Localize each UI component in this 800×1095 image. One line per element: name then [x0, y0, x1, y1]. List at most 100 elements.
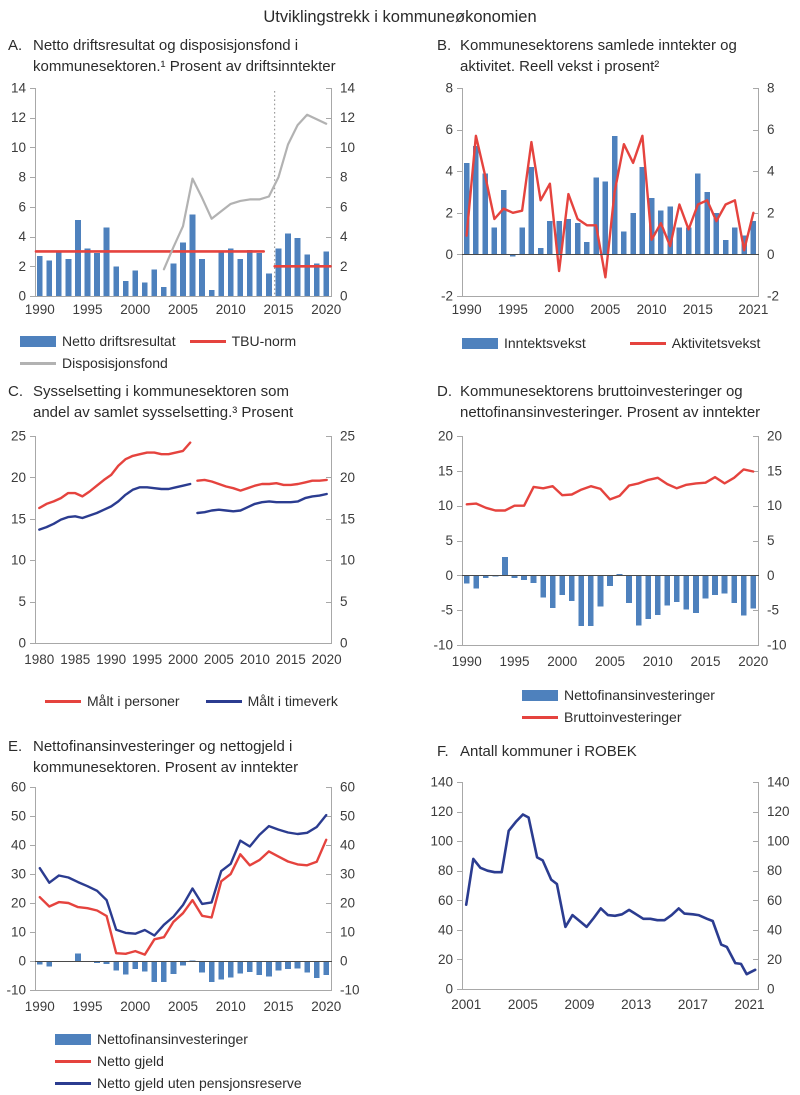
svg-text:8: 8 — [340, 170, 348, 185]
legend-label: Netto driftsresultat — [62, 333, 176, 349]
svg-text:5: 5 — [445, 533, 453, 548]
legend-row: Inntektsvekst Aktivitetsvekst — [462, 332, 760, 354]
legend-item: Aktivitetsvekst — [629, 335, 760, 351]
svg-text:2009: 2009 — [565, 997, 595, 1012]
legend-row: Disposisjonsfond — [20, 352, 296, 374]
panel-E-title: E. Nettofinansinvesteringer og nettogjeld… — [8, 737, 389, 778]
svg-text:0: 0 — [18, 289, 26, 304]
svg-text:2010: 2010 — [240, 652, 270, 667]
svg-text:10: 10 — [340, 925, 355, 940]
legend-row: Nettofinansinvesteringer — [522, 684, 715, 706]
svg-text:10: 10 — [11, 925, 26, 940]
svg-text:20: 20 — [438, 429, 453, 444]
svg-text:2021: 2021 — [738, 302, 768, 317]
line-aktivitetsvekst — [465, 134, 755, 279]
legend-bar-swatch — [55, 1033, 91, 1045]
line-tbu-norm — [34, 250, 332, 268]
svg-text:2001: 2001 — [451, 997, 481, 1012]
svg-text:140: 140 — [767, 775, 790, 790]
bars-nettofinansinvesteringer — [36, 953, 330, 983]
axes — [30, 88, 332, 297]
panel-B-title: B. Kommunesektorens samlede inntekter og … — [437, 36, 798, 77]
svg-text:-10: -10 — [340, 983, 360, 998]
axes — [30, 436, 332, 644]
series — [36, 813, 330, 983]
svg-text:100: 100 — [430, 834, 453, 849]
svg-text:2010: 2010 — [216, 302, 246, 317]
svg-text:2000: 2000 — [547, 654, 577, 669]
svg-text:2005: 2005 — [168, 302, 198, 317]
legend-row: Bruttoinvesteringer — [522, 706, 715, 728]
legend-line-swatch — [45, 699, 81, 703]
svg-text:-5: -5 — [767, 603, 779, 618]
series — [38, 441, 328, 531]
svg-text:2: 2 — [340, 259, 348, 274]
svg-text:40: 40 — [340, 838, 355, 853]
legend-line-swatch — [522, 715, 558, 719]
svg-text:1990: 1990 — [25, 999, 55, 1014]
svg-text:0: 0 — [18, 636, 26, 651]
panel-D-title: D. Kommunesektorens bruttoinvesteringer o… — [437, 382, 798, 423]
panel-letter: A. — [8, 37, 23, 54]
legend-line-swatch — [20, 361, 56, 365]
panel-title-text: Antall kommuner i ROBEK — [460, 743, 637, 760]
svg-text:10: 10 — [340, 140, 355, 155]
legend-line-swatch — [189, 339, 226, 343]
series — [463, 468, 757, 627]
svg-text:2015: 2015 — [276, 652, 306, 667]
legend-row: Netto gjeld uten pensjonsreserve — [55, 1072, 302, 1094]
chart-A: 0 0 2 2 4 4 6 6 8 8 10 10 12 12 14 14 1990 1995 2000 2005 20… — [11, 81, 356, 318]
svg-text:2: 2 — [445, 205, 453, 220]
svg-text:50: 50 — [11, 809, 26, 824]
svg-text:60: 60 — [438, 893, 453, 908]
svg-text:2005: 2005 — [168, 999, 198, 1014]
panel-letter: E. — [8, 738, 23, 755]
svg-text:120: 120 — [430, 804, 453, 819]
legend-item: Inntektsvekst — [462, 335, 586, 351]
svg-text:0: 0 — [340, 954, 348, 969]
panel-title-text: Nettofinansinvesteringer og nettogjeld i… — [33, 738, 299, 776]
svg-text:-10: -10 — [433, 638, 453, 653]
axes — [30, 787, 332, 991]
svg-text:4: 4 — [340, 229, 348, 244]
line-m-lt-i-personer — [38, 441, 328, 510]
svg-text:25: 25 — [11, 429, 26, 444]
svg-text:0: 0 — [767, 982, 775, 997]
svg-text:-2: -2 — [767, 289, 779, 304]
chart-B: -2 -2 0 0 2 2 4 4 6 6 8 8 1990 1995 2000 2005 2010 2015 20… — [441, 81, 779, 318]
svg-text:120: 120 — [767, 804, 790, 819]
svg-text:15: 15 — [340, 511, 355, 526]
svg-text:2010: 2010 — [216, 999, 246, 1014]
svg-text:30: 30 — [340, 867, 355, 882]
svg-text:0: 0 — [445, 247, 453, 262]
svg-text:0: 0 — [340, 289, 348, 304]
svg-text:-10: -10 — [767, 638, 787, 653]
panel-letter: C. — [8, 383, 23, 400]
panel-title-text: Kommunesektorens bruttoinvesteringer og … — [460, 383, 761, 421]
legend-item: Disposisjonsfond — [20, 355, 168, 371]
svg-text:6: 6 — [340, 199, 348, 214]
legend-label: Disposisjonsfond — [62, 355, 168, 371]
legend-line-swatch — [55, 1081, 91, 1085]
bars-nettofinansinvesteringer — [463, 557, 757, 627]
axes — [457, 436, 759, 646]
chart-F: 0 0 20 20 40 40 60 60 80 80 100 100 120 120 140 140 2001… — [430, 775, 790, 1013]
svg-text:60: 60 — [340, 780, 355, 795]
svg-text:2010: 2010 — [643, 654, 673, 669]
svg-text:2: 2 — [767, 205, 775, 220]
panel-F-title: F. Antall kommuner i ROBEK — [437, 742, 798, 763]
legend-A: Netto driftsresultat TBU-norm Disposisjons… — [20, 330, 296, 374]
svg-text:1995: 1995 — [72, 999, 102, 1014]
svg-text:50: 50 — [340, 809, 355, 824]
svg-text:2020: 2020 — [738, 654, 768, 669]
svg-text:2015: 2015 — [263, 999, 293, 1014]
svg-text:15: 15 — [438, 463, 453, 478]
legend-row: Netto driftsresultat TBU-norm — [20, 330, 296, 352]
line-disposisjonsfond — [162, 113, 328, 271]
svg-text:20: 20 — [11, 896, 26, 911]
legend-B: Inntektsvekst Aktivitetsvekst — [462, 332, 760, 354]
svg-text:5: 5 — [18, 594, 26, 609]
